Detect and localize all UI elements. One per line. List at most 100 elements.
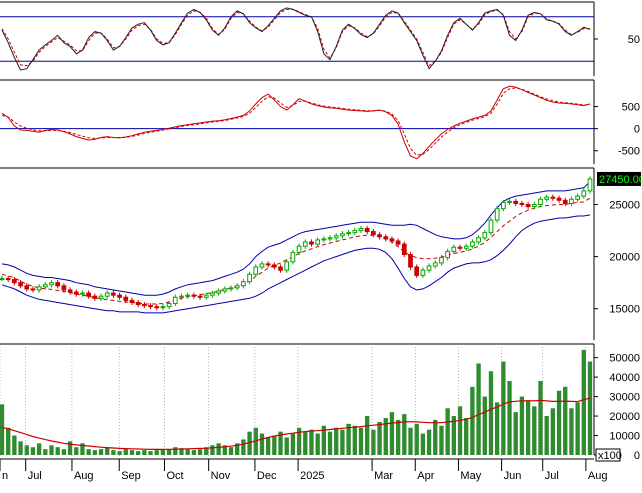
volume-bar: [420, 433, 426, 455]
volume-bar: [383, 418, 388, 455]
x-tick-label: Jul: [28, 470, 42, 482]
volume-bar: [154, 450, 159, 455]
volume-bar: [488, 371, 494, 455]
volume-bar: [24, 445, 29, 455]
x-tick-label: May: [460, 470, 481, 482]
candle-body: [482, 232, 488, 239]
candle-body: [296, 245, 302, 253]
volume-bar: [377, 421, 382, 455]
candle-body: [383, 236, 389, 240]
candle-body: [371, 231, 376, 236]
candle-body: [556, 197, 562, 201]
volume-bar: [210, 445, 215, 455]
candle-body: [98, 295, 104, 299]
last-price-tag: [597, 171, 641, 186]
candle-body: [73, 291, 79, 295]
volume-bar: [587, 361, 593, 455]
x-tick-label: Nov: [211, 470, 231, 482]
volume-bar: [519, 396, 525, 455]
volume-bar: [296, 427, 302, 455]
volume-bar: [371, 429, 376, 455]
volume-bar: [204, 447, 209, 455]
candle-body: [265, 263, 271, 266]
volume-bar: [148, 451, 153, 455]
price-25000-tick-label: 25000: [609, 199, 640, 211]
volume-bar: [67, 441, 73, 455]
volume-bar: [365, 416, 370, 455]
candle-body: [24, 285, 30, 290]
volume-bar: [247, 431, 252, 455]
volume-bar: [494, 402, 500, 455]
volume-bar: [352, 425, 357, 455]
candle-body: [550, 196, 556, 199]
volume-bar: [556, 390, 562, 455]
candle-body: [562, 199, 568, 204]
volume-bar: [532, 406, 537, 455]
candle-body: [451, 246, 457, 252]
volume-bar: [98, 449, 104, 455]
candle-body: [203, 294, 209, 298]
volume-bar: [74, 447, 79, 455]
candle-body: [470, 241, 475, 247]
volume-bar: [414, 423, 419, 455]
candle-body: [513, 200, 519, 204]
volume-bar: [136, 451, 141, 455]
candle-body: [42, 284, 48, 288]
volume-bar: [123, 449, 128, 455]
bollinger-lower-band: [1, 214, 591, 314]
candle-body: [117, 294, 122, 298]
volume-bar: [185, 449, 190, 455]
candle-body: [569, 198, 574, 204]
volume-bar: [433, 419, 438, 455]
macd-panel: 500 0 -500: [0, 79, 640, 164]
candle-body: [389, 238, 395, 242]
volume-bar: [395, 419, 401, 455]
volume-bar: [334, 427, 339, 455]
candle-body: [358, 227, 364, 232]
volume-bar: [228, 447, 234, 455]
volume-bar: [179, 448, 184, 455]
volume-bar: [507, 381, 512, 455]
candle-body: [364, 227, 370, 233]
candle-body: [500, 201, 506, 210]
volume-bar: [315, 433, 320, 455]
x-tick-label: Jun: [504, 470, 522, 482]
candle-body: [525, 203, 531, 208]
candle-body: [408, 254, 413, 268]
volume-bar: [544, 416, 549, 455]
candle-body: [30, 288, 36, 291]
candle-body: [166, 303, 172, 308]
candle-body: [271, 264, 277, 268]
candle-body: [135, 301, 141, 306]
candle-body: [352, 230, 358, 234]
last-price-label: 27450.00: [599, 174, 642, 186]
volume-bar: [408, 427, 413, 455]
candle-body: [179, 295, 184, 298]
volume-bar: [439, 425, 444, 455]
candle-body: [432, 262, 438, 267]
volume-bar: [569, 408, 574, 455]
volume-bar: [80, 443, 85, 455]
volume-bar: [402, 414, 407, 455]
volume-bar: [49, 445, 54, 455]
candle-body: [185, 294, 191, 297]
volume-bar: [43, 449, 48, 455]
x-tick-label: Dec: [257, 470, 277, 482]
x-tick-label: Mar: [374, 470, 393, 482]
volume-bar: [86, 449, 91, 455]
volume-bar: [166, 449, 172, 455]
candle-body: [463, 245, 469, 249]
candle-body: [5, 277, 11, 281]
candle-body: [346, 232, 351, 235]
volume-bar: [389, 412, 395, 455]
volume-bar: [222, 445, 227, 455]
x-tick-label: Apr: [417, 470, 434, 482]
candle-body: [278, 266, 283, 271]
candle-body: [36, 286, 42, 291]
volume-50000-tick-label: 50000: [609, 353, 640, 365]
volume-30000-tick-label: 30000: [609, 392, 640, 404]
candle-body: [172, 296, 178, 305]
macd-500-tick-label: 500: [622, 102, 640, 114]
